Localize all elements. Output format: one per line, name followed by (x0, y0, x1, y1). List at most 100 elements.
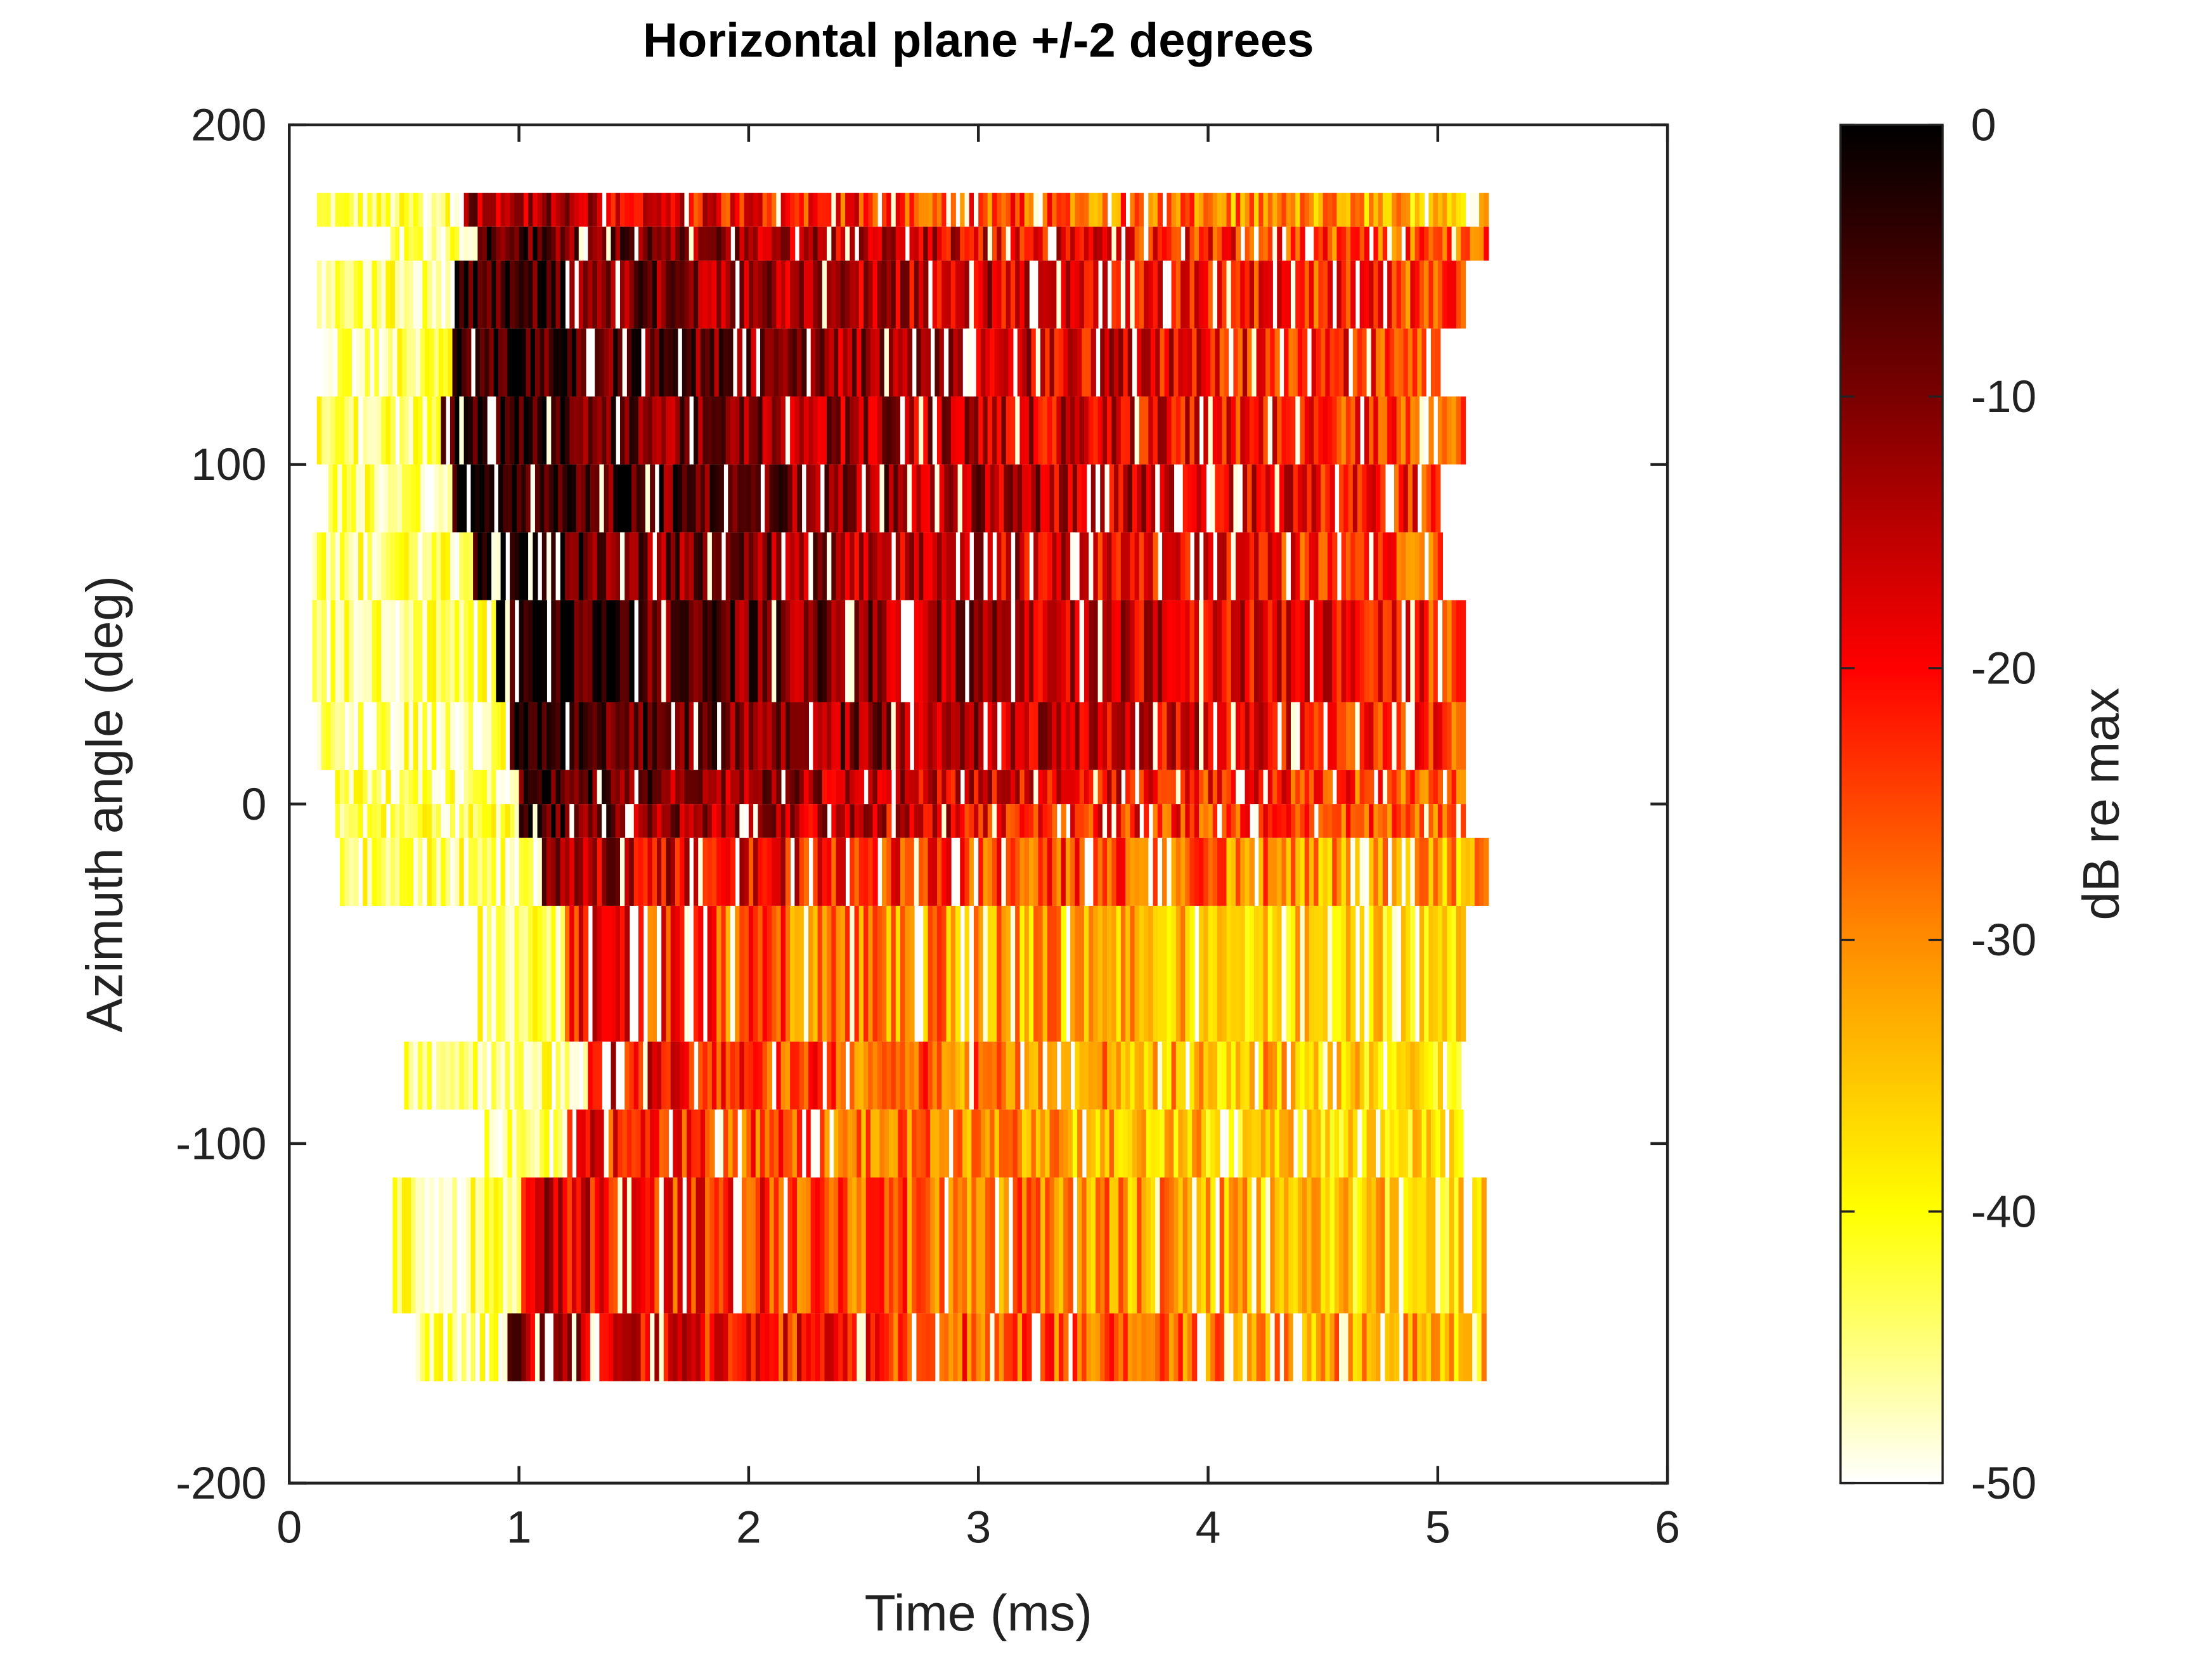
heatmap-cell (597, 905, 602, 1042)
heatmap-cell (905, 1042, 910, 1110)
heatmap-cell (833, 1313, 839, 1381)
heatmap-cell (946, 702, 952, 770)
heatmap-cell (950, 226, 956, 261)
heatmap-cell (962, 1109, 967, 1178)
heatmap-cell (1477, 1177, 1482, 1314)
heatmap-cell (1284, 464, 1290, 533)
heatmap-cell (452, 464, 458, 533)
heatmap-cell (1359, 804, 1365, 838)
heatmap-cell (1484, 837, 1489, 906)
heatmap-cell (323, 328, 329, 397)
heatmap-cell (1387, 600, 1393, 702)
heatmap-cell (1224, 464, 1230, 533)
heatmap-cell (936, 261, 943, 329)
heatmap-cell (1341, 193, 1347, 227)
heatmap-cell (721, 600, 727, 702)
heatmap-cell (790, 532, 796, 600)
heatmap-cell (865, 464, 871, 533)
heatmap-cell (1185, 261, 1191, 329)
heatmap-cell (1113, 1177, 1120, 1314)
heatmap-cell (1366, 1313, 1372, 1381)
heatmap-cell (666, 532, 671, 600)
heatmap-cell (1157, 396, 1163, 465)
heatmap-cell (1474, 226, 1480, 261)
heatmap-cell (1236, 770, 1241, 804)
heatmap-cell (547, 261, 552, 329)
heatmap-cell (1442, 600, 1448, 702)
heatmap-cell (530, 464, 536, 533)
heatmap-cell (1017, 1313, 1023, 1381)
heatmap-cell (1242, 1313, 1248, 1381)
heatmap-cell (824, 1109, 830, 1178)
heatmap-cell (1245, 770, 1250, 804)
heatmap-cell (886, 837, 892, 906)
heatmap-cell (1325, 1177, 1331, 1314)
heatmap-cell (503, 1109, 508, 1178)
heatmap-cell (1300, 702, 1305, 770)
heatmap-cell (551, 193, 557, 227)
heatmap-cell (891, 193, 896, 227)
heatmap-cell (1185, 837, 1191, 906)
heatmap-cell (923, 770, 929, 804)
heatmap-cell (456, 464, 462, 533)
heatmap-cell (969, 770, 974, 804)
heatmap-cell (392, 464, 398, 533)
heatmap-cell (794, 193, 800, 227)
heatmap-cell (390, 804, 396, 838)
heatmap-cell (1070, 804, 1076, 838)
heatmap-cell (707, 1042, 713, 1110)
heatmap-cell (528, 837, 534, 906)
heatmap-cell (1336, 396, 1342, 465)
heatmap-cell (1093, 396, 1099, 465)
heatmap-cell (909, 532, 915, 600)
heatmap-cell (1451, 193, 1457, 227)
heatmap-cell (850, 261, 855, 329)
heatmap-cell (803, 261, 809, 329)
heatmap-cell (1077, 1177, 1083, 1314)
heatmap-cell (1272, 905, 1278, 1042)
heatmap-cell (1205, 328, 1212, 397)
heatmap-cell (987, 837, 993, 906)
heatmap-cell (831, 396, 837, 465)
heatmap-cell (1045, 328, 1051, 397)
heatmap-cell (725, 600, 731, 702)
heatmap-cell (553, 328, 559, 397)
heatmap-cell (643, 261, 649, 329)
heatmap-cell (1318, 770, 1324, 804)
heatmap-cell (1430, 464, 1437, 533)
heatmap-cell (372, 702, 377, 770)
heatmap-cell (629, 804, 635, 838)
heatmap-cell (436, 193, 442, 227)
heatmap-cell (533, 193, 538, 227)
heatmap-cell (673, 328, 678, 397)
heatmap-cell (1437, 193, 1443, 227)
heatmap-cell (978, 905, 984, 1042)
heatmap-cell (643, 1042, 649, 1110)
heatmap-cell (394, 532, 401, 600)
heatmap-cell (1033, 193, 1039, 227)
heatmap-cell (898, 1177, 903, 1314)
colorbar-tick-label: -10 (1971, 371, 2036, 422)
heatmap-cell (1389, 1109, 1395, 1178)
heatmap-cell (551, 532, 557, 600)
heatmap-cell (1070, 770, 1076, 804)
heatmap-cell (553, 1177, 559, 1314)
heatmap-cell (404, 1042, 410, 1110)
heatmap-cell (619, 702, 626, 770)
heatmap-cell (624, 226, 630, 261)
heatmap-cell (551, 226, 557, 261)
heatmap-cell (569, 1042, 575, 1110)
heatmap-cell (1196, 328, 1202, 397)
heatmap-cell (813, 804, 818, 838)
heatmap-cell (349, 770, 354, 804)
heatmap-cell (730, 396, 736, 465)
heatmap-cell (1079, 837, 1085, 906)
heatmap-cell (946, 804, 952, 838)
heatmap-cell (1144, 261, 1149, 329)
heatmap-cell (836, 193, 841, 227)
heatmap-cell (519, 226, 524, 261)
heatmap-cell (540, 1109, 545, 1178)
heatmap-cell (666, 804, 671, 838)
heatmap-cell (1157, 905, 1163, 1042)
heatmap-cell (762, 600, 768, 702)
